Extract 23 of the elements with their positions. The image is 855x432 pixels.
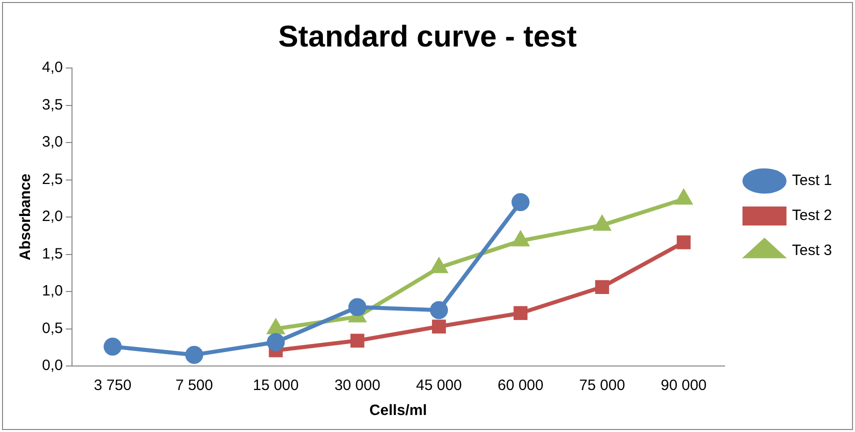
x-tick-label: 90 000 [660, 377, 707, 394]
y-tick-label: 2,5 [42, 170, 63, 188]
legend-label: Test 2 [792, 207, 832, 224]
y-tick-label: 0,0 [42, 357, 63, 374]
legend-label: Test 1 [792, 172, 832, 190]
y-tick-label: 4,0 [42, 59, 63, 76]
y-tick-label: 3,5 [42, 96, 63, 114]
x-tick-label: 30 000 [334, 377, 380, 394]
y-axis-title: Absorbance [17, 174, 34, 260]
legend-label: Test 3 [792, 242, 832, 260]
x-tick-label: 7 500 [175, 377, 213, 394]
x-tick-label: 3 750 [94, 377, 132, 394]
x-tick-label: 60 000 [498, 377, 544, 394]
x-tick-label: 15 000 [252, 377, 299, 394]
y-tick-label: 2,0 [42, 208, 63, 226]
y-tick-label: 3,0 [42, 134, 63, 151]
x-axis-title: Cells/ml [369, 402, 427, 420]
y-tick-label: 0,5 [42, 320, 63, 337]
y-tick-label: 1,5 [42, 245, 63, 262]
y-tick-label: 1,0 [42, 282, 63, 300]
chart-title: Standard curve - test [278, 20, 577, 54]
x-tick-label: 75 000 [579, 377, 626, 394]
x-tick-label: 45 000 [416, 377, 462, 394]
